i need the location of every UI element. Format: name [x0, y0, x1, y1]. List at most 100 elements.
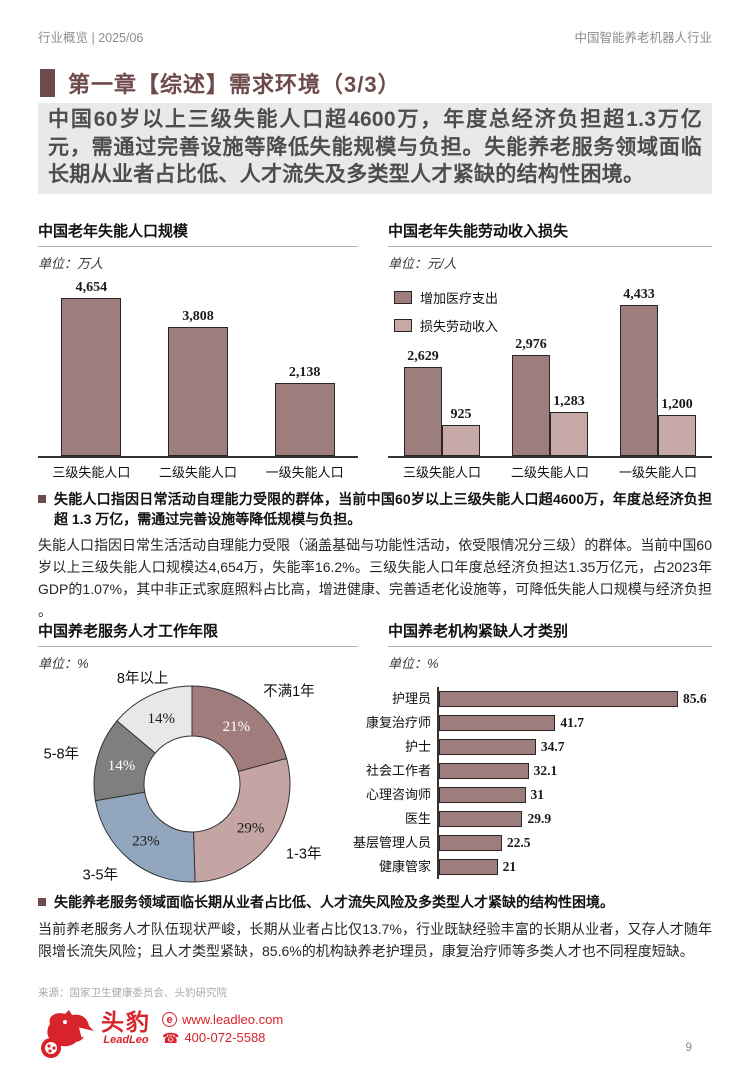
source-note: 来源：国家卫生健康委员会、头豹研究院 [38, 987, 227, 999]
legend-label: 损失劳动收入 [420, 319, 499, 334]
donut-category-label: 8年以上 [117, 670, 169, 687]
bar [550, 412, 588, 456]
chart-legend: 增加医疗支出损失劳动收入 [394, 288, 498, 335]
category-label: 心理咨询师 [365, 787, 431, 802]
donut-segment [116, 685, 193, 754]
text-section-2: 失能养老服务领域面临长期从业者占比低、人才流失风险及多类型人才紧缺的结构性困境。… [38, 893, 712, 962]
key-takeaway-box: 中国60岁以上三级失能人口超4600万，年度总经济负担超1.3万亿元，需通过完善… [38, 103, 712, 194]
chart-work-years-donut: 中国养老服务人才工作年限 单位：% 21% 不满1年 29% 1-3年 23% 3-5年 1… [38, 622, 358, 902]
bar-value-label: 32.1 [533, 763, 558, 778]
hbar-row: 社会工作者 32.1 [345, 759, 712, 783]
chart-title: 中国养老服务人才工作年限 [38, 622, 358, 647]
bar-value-label: 85.6 [683, 691, 707, 706]
bullet-row: 失能养老服务领域面临长期从业者占比低、人才流失风险及多类型人才紧缺的结构性困境。 [38, 893, 712, 913]
bar-item: 2,629 [404, 349, 442, 456]
category-label: 二级失能人口 [159, 465, 238, 480]
page-title: 第一章【综述】需求环境（3/3） [68, 72, 401, 97]
bar-value-label: 3,808 [182, 308, 214, 324]
bar-value-label: 2,629 [407, 348, 439, 364]
bar-plot: 4,654 3,808 2,138 [38, 274, 358, 458]
legend-swatch [394, 319, 412, 332]
bar [439, 835, 502, 851]
page-header: 行业概览 | 2025/06 中国智能养老机器人行业 [38, 27, 712, 46]
donut-percent-label: 29% [237, 820, 265, 836]
bar-value-label: 2,138 [288, 365, 321, 381]
bar [61, 297, 122, 456]
bar-group: 4,433 1,200 [604, 287, 712, 456]
bar-value-label: 4,654 [75, 279, 108, 295]
category-label: 护理员 [391, 691, 431, 706]
bar-cell: 21 [437, 855, 712, 879]
chart-unit-label: 单位：万人 [38, 253, 358, 272]
contact-block: e www.leadleo.com ☎ 400-072-5588 [162, 1012, 283, 1045]
website-line: e www.leadleo.com [162, 1012, 283, 1027]
chart-unit-label: 单位：元/人 [388, 253, 712, 272]
hbar-row: 健康管家 21 [345, 855, 712, 879]
bar-value-label: 1,283 [553, 394, 585, 410]
website-url: www.leadleo.com [182, 1012, 284, 1027]
unit-value: 元/人 [427, 256, 457, 271]
header-right-label: 中国智能养老机器人行业 [574, 31, 712, 45]
category-label: 医生 [404, 811, 431, 826]
chart-talent-shortage: 中国养老机构紧缺人才类别 单位：% 护理员 85.6 康复治疗师 41.7 护士 34.7… [353, 622, 712, 902]
legend-swatch [394, 291, 412, 304]
bar-item: 3,808 [145, 309, 252, 456]
unit-value: % [427, 656, 439, 671]
bar-value-label: 22.5 [506, 835, 531, 850]
hbar-row: 基层管理人员 22.5 [345, 831, 712, 855]
category-label: 护士 [404, 739, 431, 754]
title-square-marker [40, 69, 55, 97]
bar-cell: 29.9 [437, 807, 712, 831]
category-label: 健康管家 [378, 859, 431, 874]
bar-value-label: 29.9 [527, 811, 552, 826]
hbar-row: 心理咨询师 31 [345, 783, 712, 807]
legend-entry: 增加医疗支出 [394, 288, 498, 307]
chart-income-loss: 中国老年失能劳动收入损失 单位：元/人 增加医疗支出 损失劳动收入 2,629 925… [388, 222, 712, 481]
bar-value-label: 1,200 [661, 397, 693, 413]
grouped-bar-plot: 增加医疗支出损失劳动收入 2,629 925 2,976 1,283 4,433 1,200 [388, 274, 712, 458]
section-body-text: 当前养老服务人才队伍现状严峻，长期从业者占比仅13.7%，行业既缺经验丰富的长期… [38, 920, 712, 959]
chart-unit-label: 单位：% [388, 653, 712, 672]
bar [439, 763, 529, 779]
bar [439, 811, 523, 827]
horizontal-bar-chart-body: 护理员 85.6 康复治疗师 41.7 护士 34.7 社会工作者 32.1 心理咨询师 31 医生… [345, 687, 712, 879]
phone-line: ☎ 400-072-5588 [162, 1030, 283, 1045]
bar-cell: 31 [437, 783, 712, 807]
hbar-row: 医生 29.9 [345, 807, 712, 831]
section-body-text: 失能人口指因日常生活活动自理能力受限（涵盖基础与功能性活动，依受限情况分三级）的… [38, 537, 712, 619]
donut-percent-label: 21% [223, 719, 251, 735]
bar-item: 925 [442, 407, 480, 456]
donut-segment [191, 685, 288, 773]
charts-row-2: 中国养老服务人才工作年限 单位：% 21% 不满1年 29% 1-3年 23% 3-5年 1… [38, 622, 712, 902]
bar-item: 2,976 [512, 337, 550, 456]
legend-entry: 损失劳动收入 [394, 316, 498, 335]
donut-segment [192, 757, 291, 883]
donut-chart: 21% 不满1年 29% 1-3年 23% 3-5年 14% 5-8年 14% 8年以上 [44, 670, 322, 884]
bar-cell: 34.7 [437, 735, 712, 759]
chart-title: 中国养老机构紧缺人才类别 [388, 622, 712, 647]
bar-cell: 22.5 [437, 831, 712, 855]
bar-item: 1,283 [550, 394, 588, 456]
bar [439, 787, 526, 803]
bar-group: 2,629 925 [388, 349, 496, 456]
category-label: 一级失能人口 [618, 465, 697, 480]
bar-value-label: 4,433 [623, 287, 655, 303]
unit-prefix: 单位： [388, 656, 428, 671]
bar-group: 2,976 1,283 [496, 337, 604, 456]
phone-icon: ☎ [162, 1029, 180, 1046]
bar-cell: 41.7 [437, 711, 712, 735]
bar [439, 859, 498, 875]
bar [442, 424, 480, 456]
chapter-title-row: 第一章【综述】需求环境（3/3） [40, 67, 401, 99]
unit-value: 万人 [77, 256, 104, 271]
unit-prefix: 单位： [388, 256, 428, 271]
bar-item: 1,200 [658, 397, 696, 456]
hbar-row: 康复治疗师 41.7 [345, 711, 712, 735]
category-label: 一级失能人口 [265, 465, 344, 480]
bar [274, 383, 335, 456]
bar-value-label: 925 [450, 406, 472, 422]
bar [512, 354, 550, 456]
grouped-bar-chart-body: 增加医疗支出损失劳动收入 2,629 925 2,976 1,283 4,433 1,200… [388, 274, 712, 481]
donut-category-label: 不满1年 [263, 683, 315, 700]
bar-value-label: 34.7 [540, 739, 565, 754]
